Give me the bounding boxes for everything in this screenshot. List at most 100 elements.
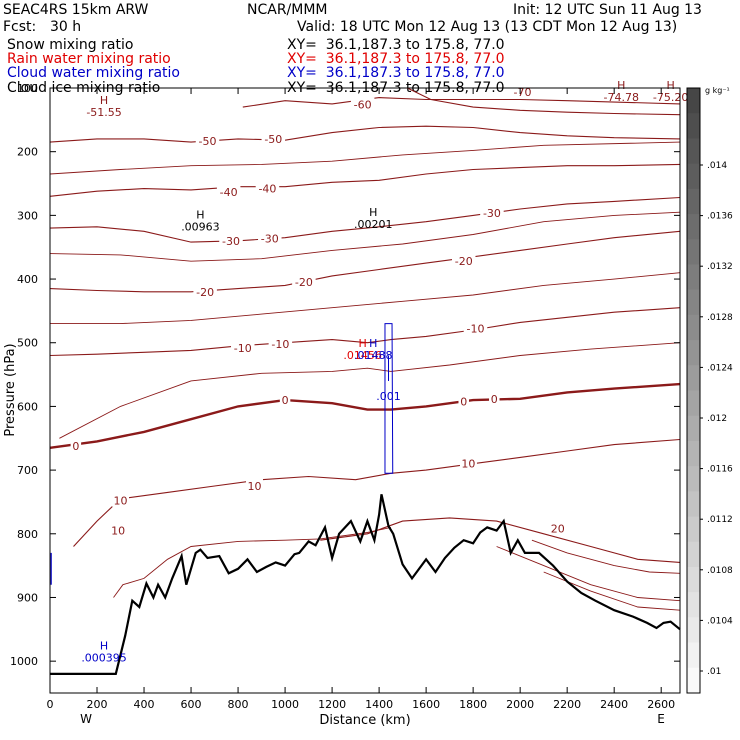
contour-label-backing-8 (258, 231, 282, 245)
temperature-contour-7 (49, 141, 681, 175)
colorbar-segment (687, 466, 700, 492)
extremum-value-6: .000395 (81, 652, 127, 665)
contour-label-backing-5 (216, 184, 241, 198)
contour-label-backing-9 (480, 205, 504, 219)
contour-label: -30 (261, 232, 279, 245)
contour-label-backing-20 (246, 479, 264, 493)
colorbar-segment (687, 163, 700, 190)
contour-label: -10 (234, 342, 252, 355)
temperature-contour-2 (531, 539, 681, 574)
x-tick-label: 800 (228, 698, 249, 711)
contour-label: -30 (483, 207, 501, 220)
temperature-contour-level-0 (49, 382, 681, 449)
contour-label-backing-14 (268, 337, 293, 351)
colorbar: .014 .0136 .0132 .0128 .0124 .012 .0116 .0112 .0… (686, 87, 733, 694)
y-tick-label: 400 (17, 273, 38, 286)
colorbar-label: .0104 (707, 616, 733, 626)
contour-label: 20 (551, 523, 565, 536)
y-tick-label: 900 (17, 591, 38, 604)
contour-label-backing-22 (112, 493, 130, 507)
contour-label-backing-13 (231, 340, 255, 354)
colorbar-segment (687, 440, 700, 467)
contour-label-backing-10 (193, 284, 217, 298)
colorbar-label: .0124 (707, 363, 733, 373)
contour-label: -20 (455, 255, 473, 268)
contour-label: -20 (295, 276, 313, 289)
contour-label-backing-18 (489, 391, 500, 405)
extremum-marker-4: H (359, 337, 367, 350)
y-tick-label: 300 (17, 209, 38, 222)
field-xy-cloud-water: XY= 36.1,187.3 to 175.8, 77.0 (287, 65, 505, 81)
contour-label: -60 (354, 99, 372, 112)
extremum-marker-7: H (617, 79, 625, 92)
contour-label: 10 (114, 495, 128, 508)
extremum-value-8: -75.20 (653, 91, 688, 104)
x-axis-title: Distance (km) (319, 713, 410, 728)
contour-label: -10 (271, 338, 289, 351)
colorbar-segment (687, 239, 700, 265)
y-tick-label: 100 (17, 82, 38, 95)
y-tick-label: 600 (17, 400, 38, 413)
temperature-contour-level-minus50 (49, 125, 681, 143)
contour-label: -10 (467, 323, 485, 336)
colorbar-segment (687, 491, 700, 518)
x-tick-label: 1800 (459, 698, 487, 711)
temperature-contour-1 (113, 526, 391, 598)
temperature-contour-level-minus30 (49, 196, 681, 243)
cloud-water-contour-label: .001 (376, 390, 401, 403)
contour-label: -40 (220, 186, 238, 199)
extremum-value-2: .00963 (181, 220, 220, 233)
forecast-label: Fcst: (3, 19, 37, 35)
colorbar-label: .012 (707, 414, 727, 424)
y-axis-title: Pressure (hPa) (3, 343, 18, 436)
contour-label-backing-6 (255, 181, 280, 195)
colorbar-segment (687, 566, 700, 593)
colorbar-segment (687, 667, 700, 694)
contour-label-backing-21 (459, 456, 477, 470)
contour-label: 10 (111, 525, 125, 538)
colorbar-segment (687, 415, 700, 442)
model-title: SEAC4RS 15km ARW (3, 2, 149, 18)
extremum-marker-2: H (196, 208, 204, 221)
colorbar-label: .014 (707, 161, 727, 171)
x-tick-label: 1400 (365, 698, 393, 711)
temperature-contour-level-minus60 (407, 87, 681, 116)
colorbar-segment (687, 264, 700, 291)
colorbar-segment (687, 214, 700, 240)
cloud-water-core (384, 355, 390, 381)
x-tick-label: 2200 (553, 698, 581, 711)
axes: 0 200 400 600 800 1000 1200 1400 1600 1800 2000 220… (10, 82, 680, 711)
x-tick-label: 400 (134, 698, 155, 711)
colorbar-segment (687, 314, 700, 341)
field-name-rain: Rain water mixing ratio (7, 51, 171, 67)
colorbar-segment (687, 390, 700, 417)
contour-label-backing-11 (292, 275, 316, 289)
extremum-value-4: .01456 (343, 349, 382, 362)
temperature-contour-5 (59, 342, 681, 439)
temperature-contour-level-10 (73, 438, 681, 547)
contour-label: 10 (461, 458, 475, 471)
colorbar-segment (687, 365, 700, 391)
contour-label: -30 (222, 235, 240, 248)
contour-label: -50 (199, 135, 217, 148)
plot-frame (49, 87, 681, 694)
direction-east: E (657, 712, 665, 726)
cloud-water-contour (384, 323, 394, 474)
temperature-contour-level-minus60 (242, 97, 681, 108)
contour-label: -70 (514, 86, 532, 99)
temperature-contour-level-20 (320, 517, 681, 563)
colorbar-segment (687, 340, 700, 366)
colorbar-segment (687, 289, 700, 316)
colorbar-segment (687, 541, 700, 568)
contour-label: -20 (196, 286, 214, 299)
temperature-contour-6 (49, 211, 681, 262)
contour-label-backing-23 (109, 523, 127, 537)
x-tick-label: 600 (181, 698, 202, 711)
contour-label: 0 (491, 393, 498, 406)
x-tick-label: 2000 (506, 698, 534, 711)
colorbar-segment (687, 113, 700, 139)
colorbar-segment (687, 188, 700, 215)
contour-label: -50 (264, 133, 282, 146)
colorbar-label: .0112 (707, 515, 733, 525)
x-tick-label: 2400 (600, 698, 628, 711)
